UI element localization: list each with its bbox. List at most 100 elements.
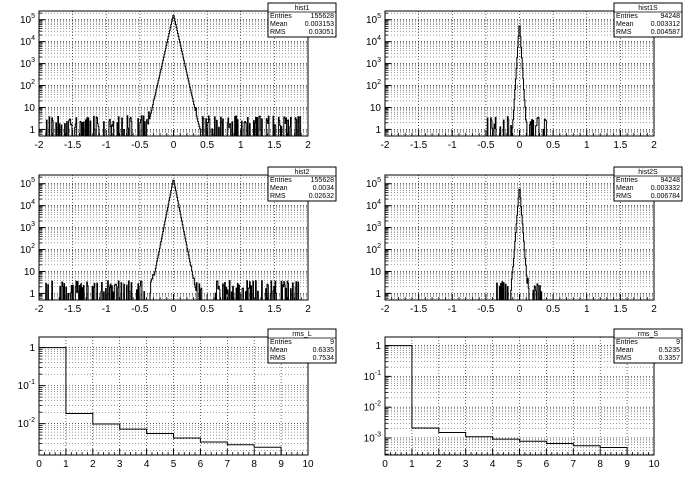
y-tick-label: 103 bbox=[366, 221, 381, 234]
y-tick-label: 102 bbox=[20, 243, 35, 256]
stats-mean-value: 0.003312 bbox=[651, 21, 680, 28]
x-tick-label: 0 bbox=[36, 459, 42, 470]
x-tick-label: -1.5 bbox=[64, 304, 82, 315]
y-tick-label: 105 bbox=[366, 177, 381, 190]
x-tick-label: 0 bbox=[171, 304, 177, 315]
y-tick-label: 104 bbox=[366, 35, 381, 48]
stats-rms-value: 0.3357 bbox=[659, 355, 681, 362]
x-tick-label: 0.5 bbox=[200, 304, 214, 315]
stats-entries-label: Entries bbox=[616, 13, 638, 20]
y-tick-label: 104 bbox=[366, 199, 381, 212]
x-tick-label: -2 bbox=[381, 304, 390, 315]
y-tick-label: 105 bbox=[20, 13, 35, 26]
histogram-outline bbox=[46, 16, 300, 136]
stats-entries-value: 94248 bbox=[661, 13, 681, 20]
x-tick-label: -1 bbox=[102, 304, 111, 315]
y-tick-label: 105 bbox=[366, 13, 381, 26]
y-tick-label: 103 bbox=[20, 57, 35, 70]
y-tick-label: 10-2 bbox=[364, 401, 381, 414]
stats-mean-value: 0.5235 bbox=[659, 347, 681, 354]
stats-entries-label: Entries bbox=[270, 13, 292, 20]
x-tick-label: 1.5 bbox=[613, 140, 627, 151]
x-tick-label: 1.5 bbox=[613, 304, 627, 315]
x-tick-label: 1 bbox=[238, 140, 244, 151]
x-tick-label: -0.5 bbox=[477, 140, 495, 151]
y-tick-label: 10-1 bbox=[18, 379, 35, 392]
stats-rms-label: RMS bbox=[270, 29, 286, 36]
x-tick-label: 10 bbox=[648, 459, 660, 470]
stats-mean-value: 0.003153 bbox=[305, 21, 334, 28]
y-tick-label: 1 bbox=[29, 125, 35, 136]
x-tick-label: 1.5 bbox=[267, 304, 281, 315]
x-tick-label: 1 bbox=[584, 140, 590, 151]
histogram-series bbox=[497, 189, 542, 300]
x-tick-label: 3 bbox=[463, 459, 469, 470]
histogram-outline bbox=[46, 180, 299, 300]
stats-rms-label: RMS bbox=[616, 355, 632, 362]
x-tick-label: 1 bbox=[238, 304, 244, 315]
y-tick-label: 10-3 bbox=[364, 431, 381, 444]
x-tick-label: 0.5 bbox=[546, 140, 560, 151]
stats-entries-label: Entries bbox=[616, 177, 638, 184]
stats-box-title: hist2S bbox=[638, 169, 658, 176]
x-tick-label: -1.5 bbox=[410, 304, 428, 315]
y-tick-label: 10-1 bbox=[364, 370, 381, 383]
y-tick-label: 10-2 bbox=[18, 417, 35, 430]
histogram-series bbox=[385, 346, 627, 455]
x-tick-label: -2 bbox=[381, 140, 390, 151]
stats-box-title: rms_S bbox=[638, 331, 659, 338]
stats-entries-label: Entries bbox=[270, 339, 292, 346]
stats-rms-value: 0.004587 bbox=[651, 29, 680, 36]
x-tick-label: 1 bbox=[584, 304, 590, 315]
stats-mean-label: Mean bbox=[270, 185, 288, 192]
y-tick-label: 105 bbox=[20, 177, 35, 190]
y-tick-label: 1 bbox=[375, 289, 381, 300]
x-tick-label: -1 bbox=[102, 140, 111, 151]
y-tick-label: 102 bbox=[20, 79, 35, 92]
stats-entries-value: 94248 bbox=[661, 177, 681, 184]
x-tick-label: 6 bbox=[198, 459, 204, 470]
stats-entries-label: Entries bbox=[270, 177, 292, 184]
x-tick-label: 2 bbox=[651, 304, 657, 315]
stats-mean-label: Mean bbox=[616, 21, 634, 28]
x-tick-label: 5 bbox=[171, 459, 177, 470]
x-tick-label: 0 bbox=[171, 140, 177, 151]
x-tick-label: 4 bbox=[490, 459, 496, 470]
x-tick-label: 2 bbox=[305, 140, 311, 151]
x-tick-label: -1.5 bbox=[410, 140, 428, 151]
stats-rms-value: 0.02632 bbox=[309, 193, 334, 200]
stats-mean-value: 0.003332 bbox=[651, 185, 680, 192]
x-tick-label: -2 bbox=[35, 304, 44, 315]
y-tick-label: 10 bbox=[24, 267, 36, 278]
stats-rms-label: RMS bbox=[616, 29, 632, 36]
stats-entries-value: 9 bbox=[330, 339, 334, 346]
x-tick-label: -2 bbox=[35, 140, 44, 151]
histogram-series bbox=[46, 16, 300, 136]
histogram-series bbox=[46, 180, 299, 300]
x-tick-label: -0.5 bbox=[131, 140, 149, 151]
x-tick-label: 2 bbox=[436, 459, 442, 470]
y-tick-label: 1 bbox=[375, 341, 381, 352]
y-tick-label: 1 bbox=[29, 289, 35, 300]
stats-entries-value: 9 bbox=[676, 339, 680, 346]
stats-mean-value: 0.6335 bbox=[313, 347, 335, 354]
x-tick-label: 1 bbox=[63, 459, 69, 470]
stats-rms-value: 0.006784 bbox=[651, 193, 680, 200]
x-tick-label: 6 bbox=[544, 459, 550, 470]
x-tick-label: 2 bbox=[90, 459, 96, 470]
stats-mean-label: Mean bbox=[270, 347, 288, 354]
x-tick-label: -1 bbox=[448, 140, 457, 151]
x-tick-label: 0.5 bbox=[546, 304, 560, 315]
y-tick-label: 10 bbox=[370, 103, 382, 114]
stats-rms-value: 0.7534 bbox=[313, 355, 335, 362]
histogram-outline bbox=[385, 346, 627, 455]
